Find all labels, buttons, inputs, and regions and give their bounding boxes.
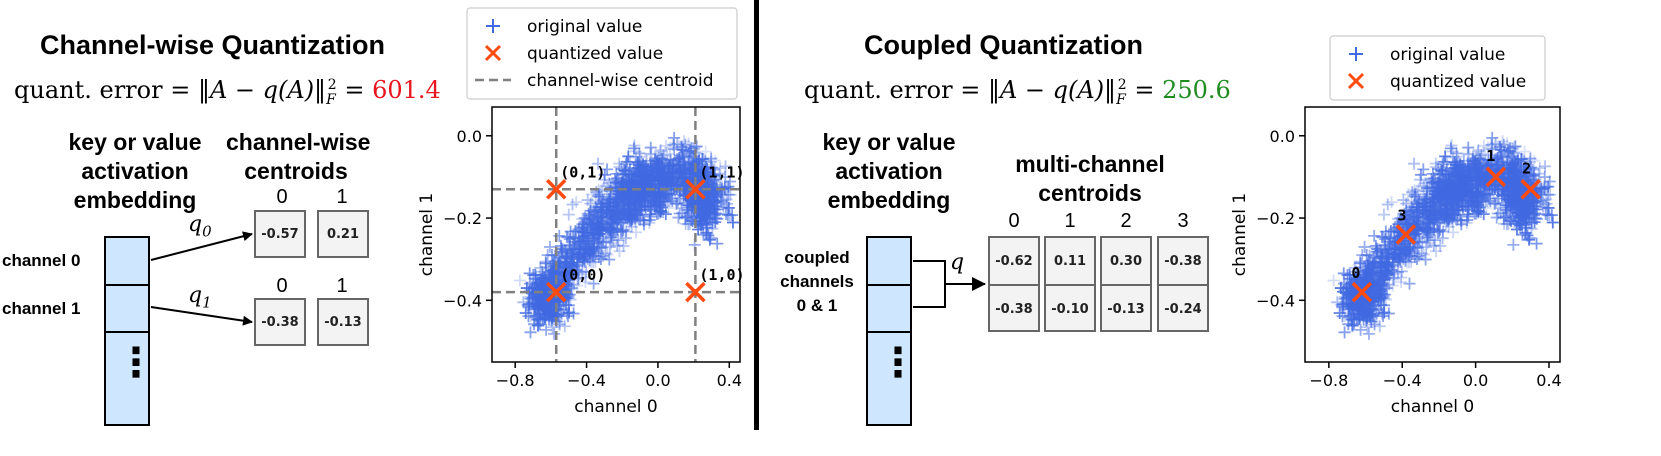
x-tick-label: 0.0 xyxy=(1463,371,1488,390)
quantized-point-label: 2 xyxy=(1522,159,1531,177)
original-point xyxy=(714,162,727,175)
original-point xyxy=(617,240,630,253)
legend-label: quantized value xyxy=(1390,72,1526,92)
q0-sub: 0 xyxy=(202,222,212,241)
x-axis-label: channel 0 xyxy=(1391,397,1475,417)
original-point xyxy=(675,140,688,153)
original-point xyxy=(699,145,712,158)
y-tick-label: −0.2 xyxy=(1256,209,1295,228)
quantized-point-label: 0 xyxy=(1351,264,1360,282)
centroid-cell: -0.13 xyxy=(317,298,369,346)
q0-arrow xyxy=(150,231,253,261)
original-points xyxy=(513,131,739,340)
legend-label: original value xyxy=(1390,45,1505,65)
left-centroids-line: channel-wise xyxy=(226,129,371,155)
left-error-prefix: quant. error = xyxy=(14,76,198,104)
left-embedding-line: key or value xyxy=(68,129,202,155)
original-point xyxy=(1408,157,1421,170)
q1-arrow xyxy=(150,306,253,326)
original-point xyxy=(1445,139,1458,152)
centroid-index: 0 xyxy=(276,275,288,297)
q1-letter: q xyxy=(188,283,203,308)
left-embedding-line: embedding xyxy=(73,187,197,213)
left-dots: ⋮ xyxy=(116,340,156,386)
centroid-index: 1 xyxy=(336,275,348,297)
original-point xyxy=(598,168,611,181)
left-error-sub: F xyxy=(326,91,336,108)
q0-label: q0 xyxy=(188,212,212,240)
left-error-equation: quant. error = ‖A − q(A)‖F2 = 601.4 xyxy=(14,76,441,108)
original-point xyxy=(1546,216,1559,229)
original-point xyxy=(654,143,667,156)
original-point xyxy=(1507,238,1520,251)
left-embedding-label: key or value activation embedding xyxy=(40,128,230,215)
quantized-point-label: 3 xyxy=(1397,207,1406,225)
y-tick-label: −0.4 xyxy=(1256,291,1295,310)
original-point xyxy=(524,326,537,339)
left-centroids-label: channel-wise centroids xyxy=(226,128,371,186)
centroid-cell: -0.38 xyxy=(254,298,306,346)
original-point xyxy=(708,169,721,182)
original-point xyxy=(611,239,624,252)
centroid-cell: -0.57 xyxy=(254,210,306,258)
left-error-value: 601.4 xyxy=(372,76,441,104)
q0-letter: q xyxy=(188,212,203,237)
y-axis-label: channel 1 xyxy=(1230,193,1250,277)
q1-label: q1 xyxy=(188,283,212,311)
left-embedding-column xyxy=(104,236,150,426)
centroid-index: 0 xyxy=(276,186,288,208)
legend: original value quantized value xyxy=(1329,35,1546,101)
left-title: Channel-wise Quantization xyxy=(40,30,386,60)
left-channel-1-label: channel 1 xyxy=(2,299,81,318)
original-point xyxy=(1327,274,1340,287)
original-point xyxy=(1539,160,1552,173)
x-tick-label: −0.8 xyxy=(1309,371,1348,390)
left-error-formula: ‖A − q(A)‖ xyxy=(197,76,327,104)
q1-sub: 1 xyxy=(202,293,212,312)
x-tick-label: 0.4 xyxy=(1536,371,1561,390)
original-point xyxy=(630,226,643,239)
left-error-eq: = xyxy=(336,76,373,104)
centroid-index: 1 xyxy=(336,186,348,208)
x-tick-label: −0.4 xyxy=(1383,371,1422,390)
left-embedding-line: activation xyxy=(81,158,189,184)
original-point xyxy=(676,143,689,156)
original-point xyxy=(540,323,553,336)
left-error-sup: 2 xyxy=(327,77,337,93)
left-centroids-line: centroids xyxy=(244,158,348,184)
left-channel-0-label: channel 0 xyxy=(2,251,81,270)
original-point xyxy=(1403,277,1416,290)
y-tick-label: 0.0 xyxy=(1270,127,1295,146)
quantized-point-label: 1 xyxy=(1486,147,1495,165)
centroid-cell: 0.21 xyxy=(317,210,369,258)
